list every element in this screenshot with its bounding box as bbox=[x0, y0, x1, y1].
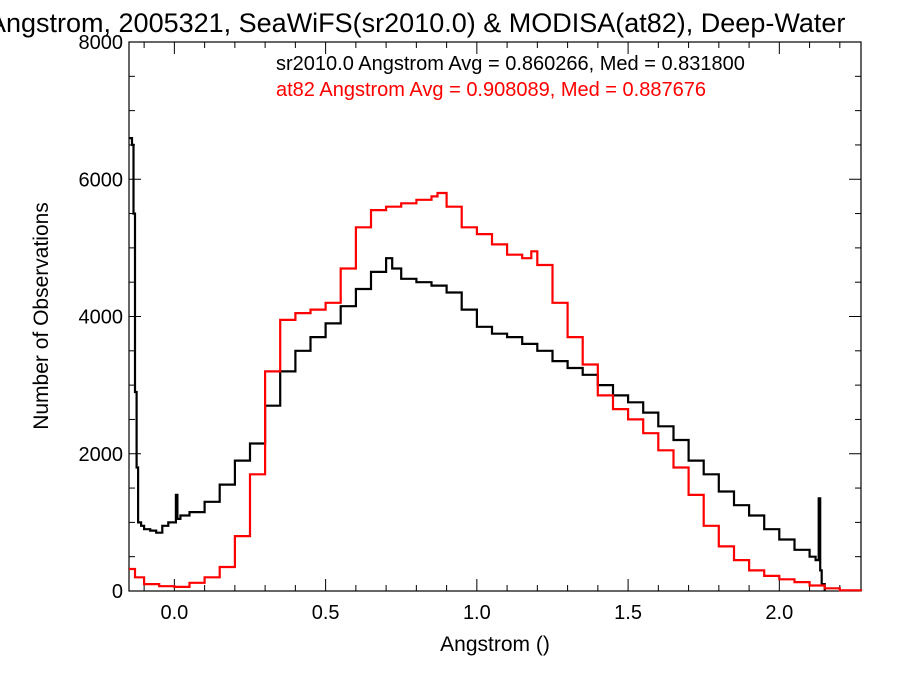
y-tick-label: 0 bbox=[112, 581, 123, 603]
x-tick-label: 0.5 bbox=[312, 602, 340, 624]
x-tick-label: 1.5 bbox=[614, 602, 642, 624]
y-axis-ticks: 0 2000 4000 6000 8000 bbox=[79, 32, 861, 603]
x-axis-label: Angstrom () bbox=[440, 633, 550, 656]
series-sr2010-line bbox=[129, 137, 826, 591]
y-tick-label: 8000 bbox=[79, 32, 124, 54]
y-tick-label: 6000 bbox=[79, 169, 124, 191]
x-tick-label: 1.0 bbox=[463, 602, 491, 624]
chart-title: Angstrom, 2005321, SeaWiFS(sr2010.0) & M… bbox=[0, 8, 845, 38]
plot-frame bbox=[128, 41, 862, 592]
legend-annotation-sr2010: sr2010.0 Angstrom Avg = 0.860266, Med = … bbox=[276, 53, 745, 75]
x-tick-label: 0.0 bbox=[160, 602, 188, 624]
y-tick-label: 2000 bbox=[79, 444, 124, 466]
x-tick-label: 2.0 bbox=[765, 602, 793, 624]
legend-annotation-at82: at82 Angstrom Avg = 0.908089, Med = 0.88… bbox=[276, 79, 706, 101]
x-axis-ticks: 0.0 0.5 1.0 1.5 2.0 bbox=[143, 42, 841, 624]
y-tick-label: 4000 bbox=[79, 307, 124, 329]
series-at82-line bbox=[129, 191, 863, 592]
series-layer bbox=[129, 137, 863, 592]
y-axis-label: Number of Observations bbox=[30, 202, 53, 430]
